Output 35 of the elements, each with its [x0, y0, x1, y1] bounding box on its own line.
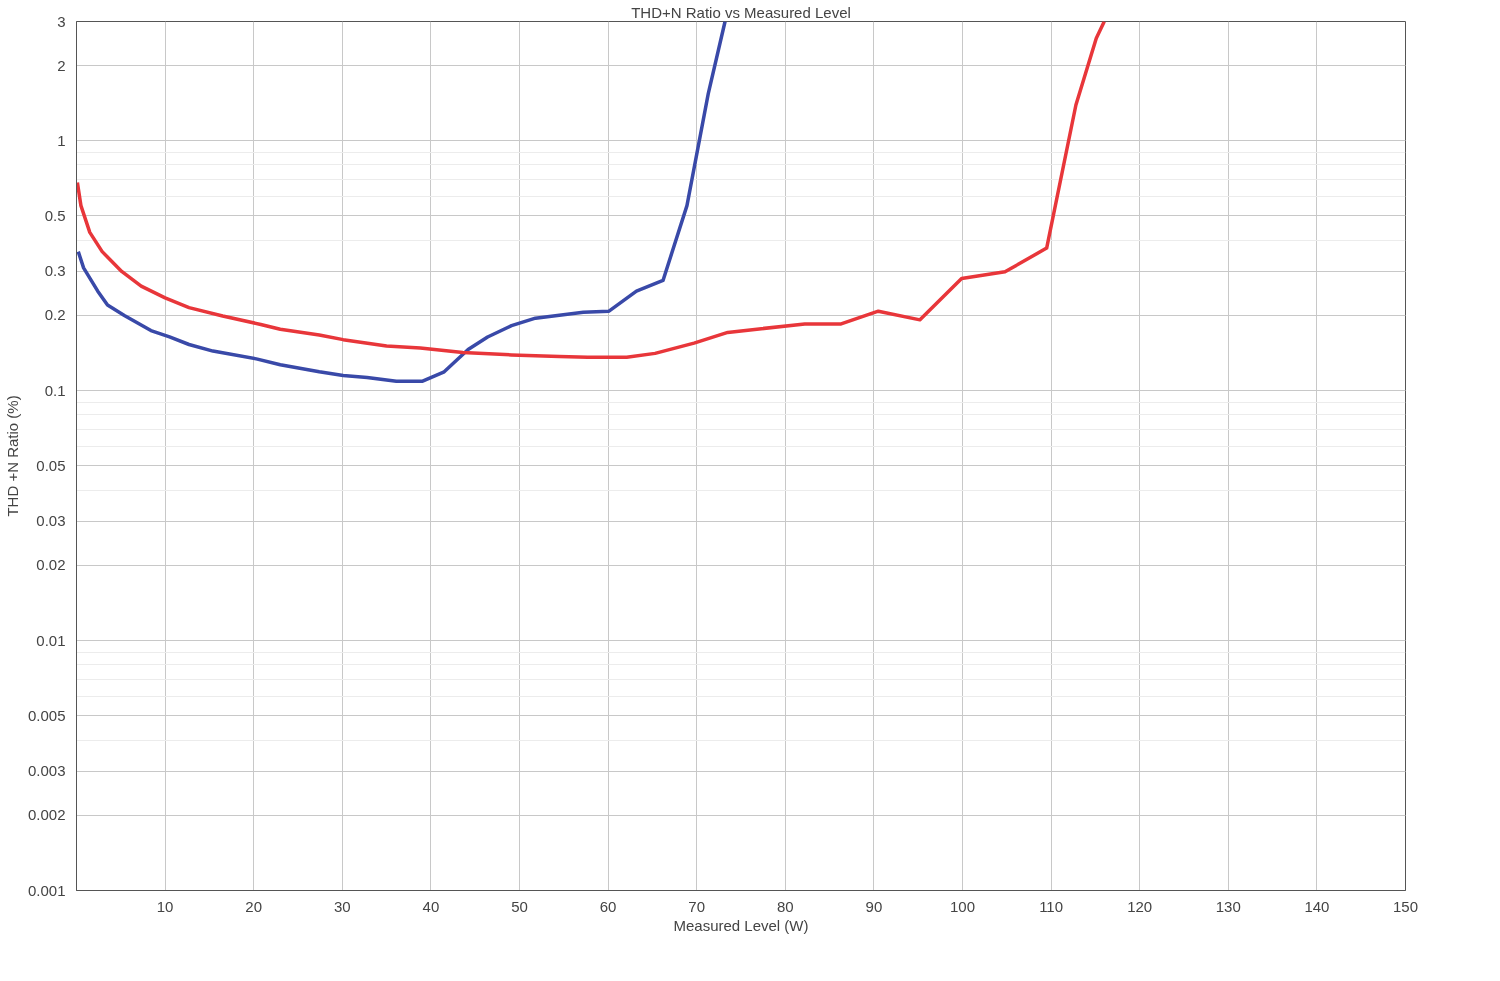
line-series: [76, 21, 1107, 360]
y-tick-label: 0.005: [27, 706, 66, 724]
y-tick-label: 0.5: [44, 206, 66, 224]
x-axis-title: Measured Level (W): [673, 916, 809, 934]
x-tick-label: 20: [245, 897, 263, 915]
y-tick-label: 0.03: [36, 512, 66, 530]
x-tick-label: 70: [688, 897, 706, 915]
y-tick-label: 0.003: [27, 762, 66, 780]
y-tick-label: 0.01: [36, 631, 66, 649]
x-tick-label: 120: [1127, 897, 1153, 915]
y-axis-title: THD +N Ratio (%): [3, 395, 21, 517]
x-tick-label: 110: [1039, 897, 1064, 915]
y-tick-label: 0.2: [44, 306, 66, 324]
x-tick-label: 80: [776, 897, 794, 915]
x-tick-label: 90: [865, 897, 883, 915]
chart-title: THD+N Ratio vs Measured Level: [631, 3, 851, 21]
x-tick-label: 140: [1304, 897, 1330, 915]
x-tick-label: 30: [333, 897, 351, 915]
x-tick-label: 60: [599, 897, 617, 915]
x-tick-label: 150: [1392, 897, 1419, 915]
y-tick-label: 0.001: [27, 881, 66, 899]
y-tick-label: 1: [57, 131, 66, 149]
x-tick-label: 10: [156, 897, 174, 915]
y-tick-label: 0.02: [36, 556, 66, 574]
x-tick-label: 130: [1215, 897, 1241, 915]
y-tick-label: 0.3: [44, 262, 66, 280]
y-tick-label: 0.1: [44, 381, 66, 399]
y-tick-label: 2: [57, 56, 66, 74]
line-series: [76, 21, 727, 384]
y-tick-label: 3: [57, 12, 66, 30]
y-tick-label: 0.05: [36, 456, 66, 474]
x-tick-label: 50: [511, 897, 528, 915]
x-tick-label: 40: [422, 897, 440, 915]
y-tick-label: 0.002: [27, 806, 66, 824]
x-tick-label: 100: [949, 897, 976, 915]
